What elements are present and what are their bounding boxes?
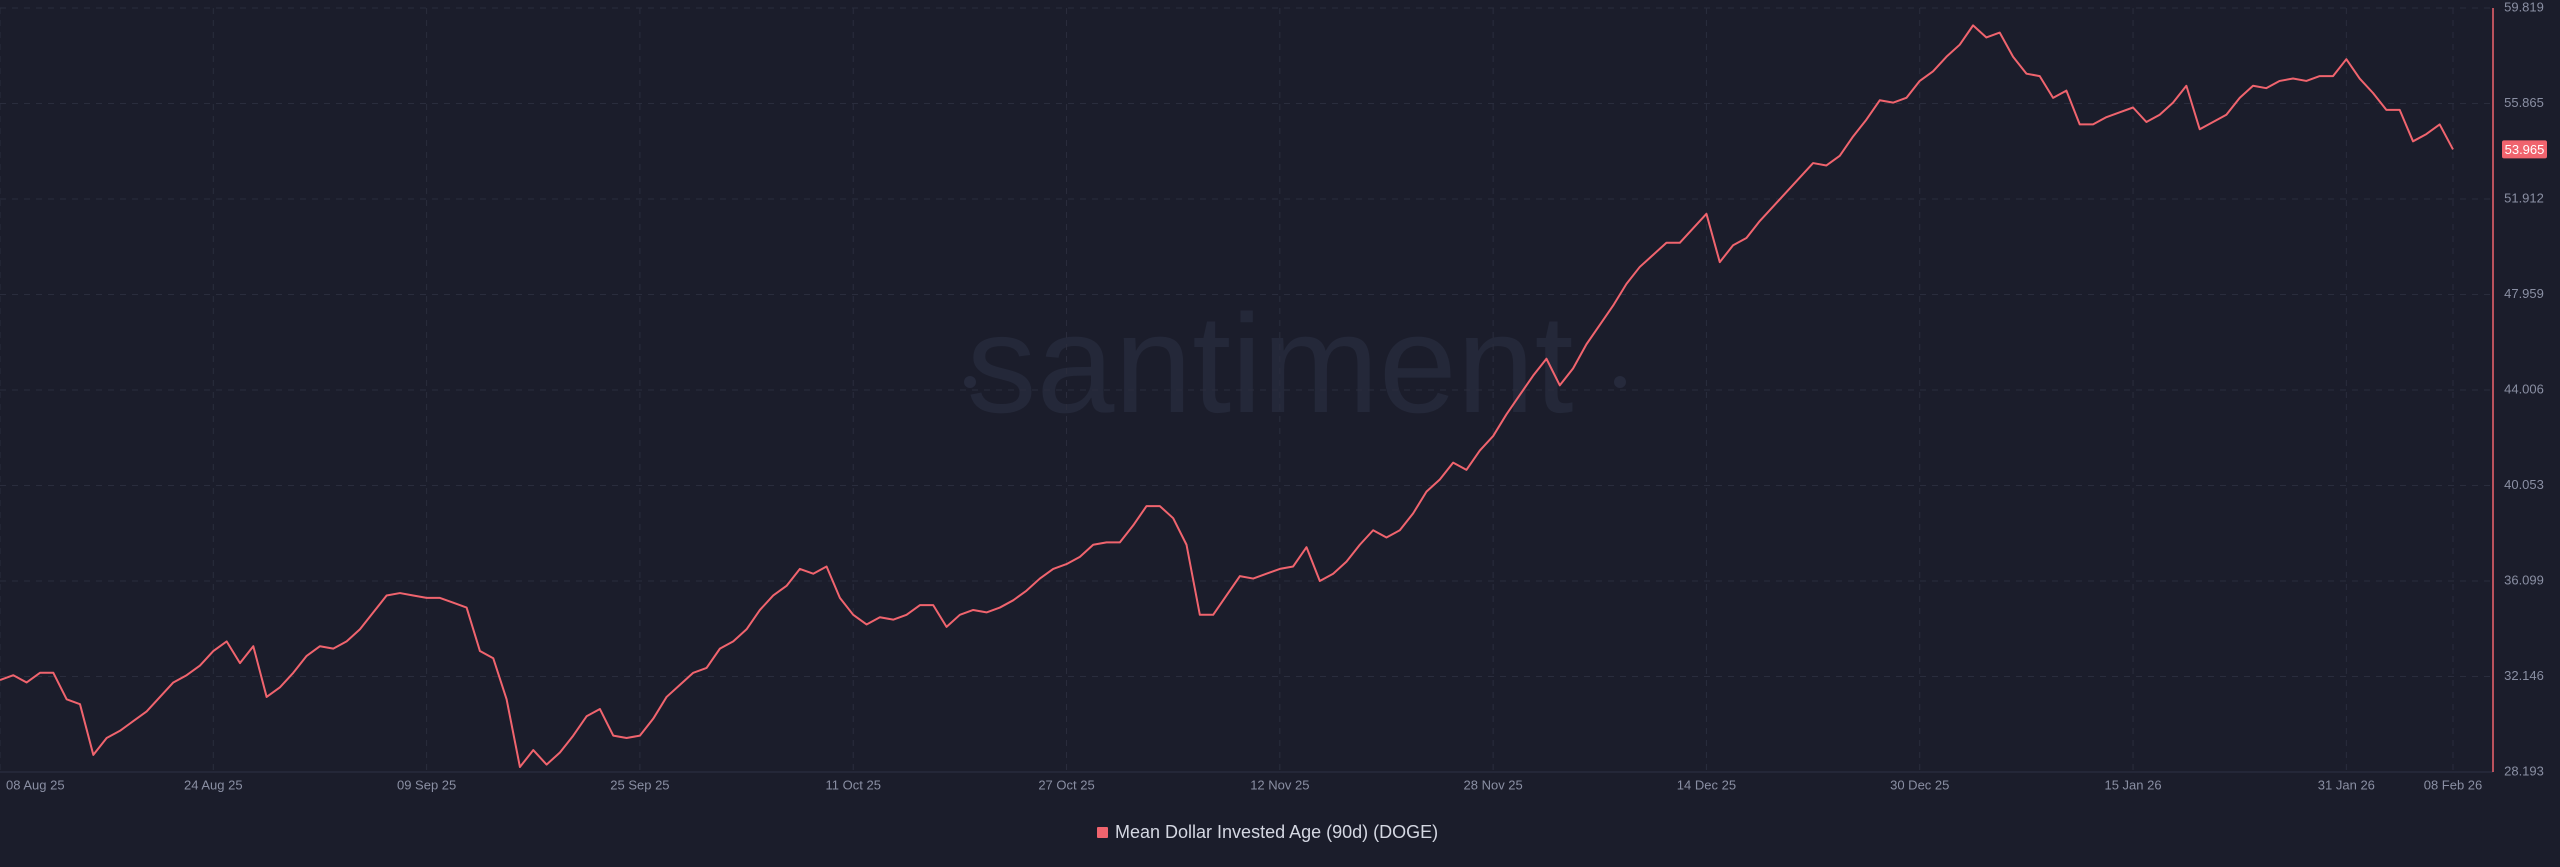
x-tick-label: 30 Dec 25 bbox=[1890, 777, 1949, 792]
axes: 28.193 32.146 36.099 40.053 44.006 47.959 51.9… bbox=[0, 0, 2547, 792]
last-value-label: 53.965 bbox=[2505, 142, 2545, 157]
watermark: santiment bbox=[964, 285, 1626, 442]
y-tick-label: 36.099 bbox=[2504, 572, 2544, 587]
x-tick-label: 15 Jan 26 bbox=[2104, 777, 2161, 792]
y-tick-label: 40.053 bbox=[2504, 477, 2544, 492]
y-tick-label: 55.865 bbox=[2504, 95, 2544, 110]
x-tick-label: 31 Jan 26 bbox=[2318, 777, 2375, 792]
x-tick-label: 14 Dec 25 bbox=[1677, 777, 1736, 792]
y-tick-label: 28.193 bbox=[2504, 763, 2544, 778]
x-tick-label: 12 Nov 25 bbox=[1250, 777, 1309, 792]
legend-swatch bbox=[1097, 827, 1108, 838]
x-tick-label: 24 Aug 25 bbox=[184, 777, 243, 792]
x-tick-label: 28 Nov 25 bbox=[1464, 777, 1523, 792]
data-line bbox=[0, 24, 2454, 768]
y-tick-label: 44.006 bbox=[2504, 381, 2544, 396]
x-tick-label: 11 Oct 25 bbox=[826, 777, 881, 792]
grid bbox=[0, 7, 2493, 773]
watermark-text: santiment bbox=[967, 285, 1574, 442]
x-tick-label: 09 Sep 25 bbox=[397, 777, 456, 792]
legend: Mean Dollar Invested Age (90d) (DOGE) bbox=[1097, 822, 1438, 842]
last-value-badge bbox=[2502, 140, 2547, 159]
plot bbox=[0, 24, 2454, 768]
x-tick-label: 08 Feb 26 bbox=[2424, 777, 2483, 792]
legend-label: Mean Dollar Invested Age (90d) (DOGE) bbox=[1115, 822, 1438, 842]
watermark-dot bbox=[1614, 376, 1626, 388]
y-tick-label: 47.959 bbox=[2504, 286, 2544, 301]
watermark-dot bbox=[964, 376, 976, 388]
y-tick-label: 32.146 bbox=[2504, 668, 2544, 683]
y-tick-label: 59.819 bbox=[2504, 0, 2544, 14]
x-tick-label: 08 Aug 25 bbox=[6, 777, 65, 792]
x-tick-label: 27 Oct 25 bbox=[1038, 777, 1094, 792]
y-tick-label: 51.912 bbox=[2504, 190, 2544, 205]
x-tick-label: 25 Sep 25 bbox=[610, 777, 669, 792]
